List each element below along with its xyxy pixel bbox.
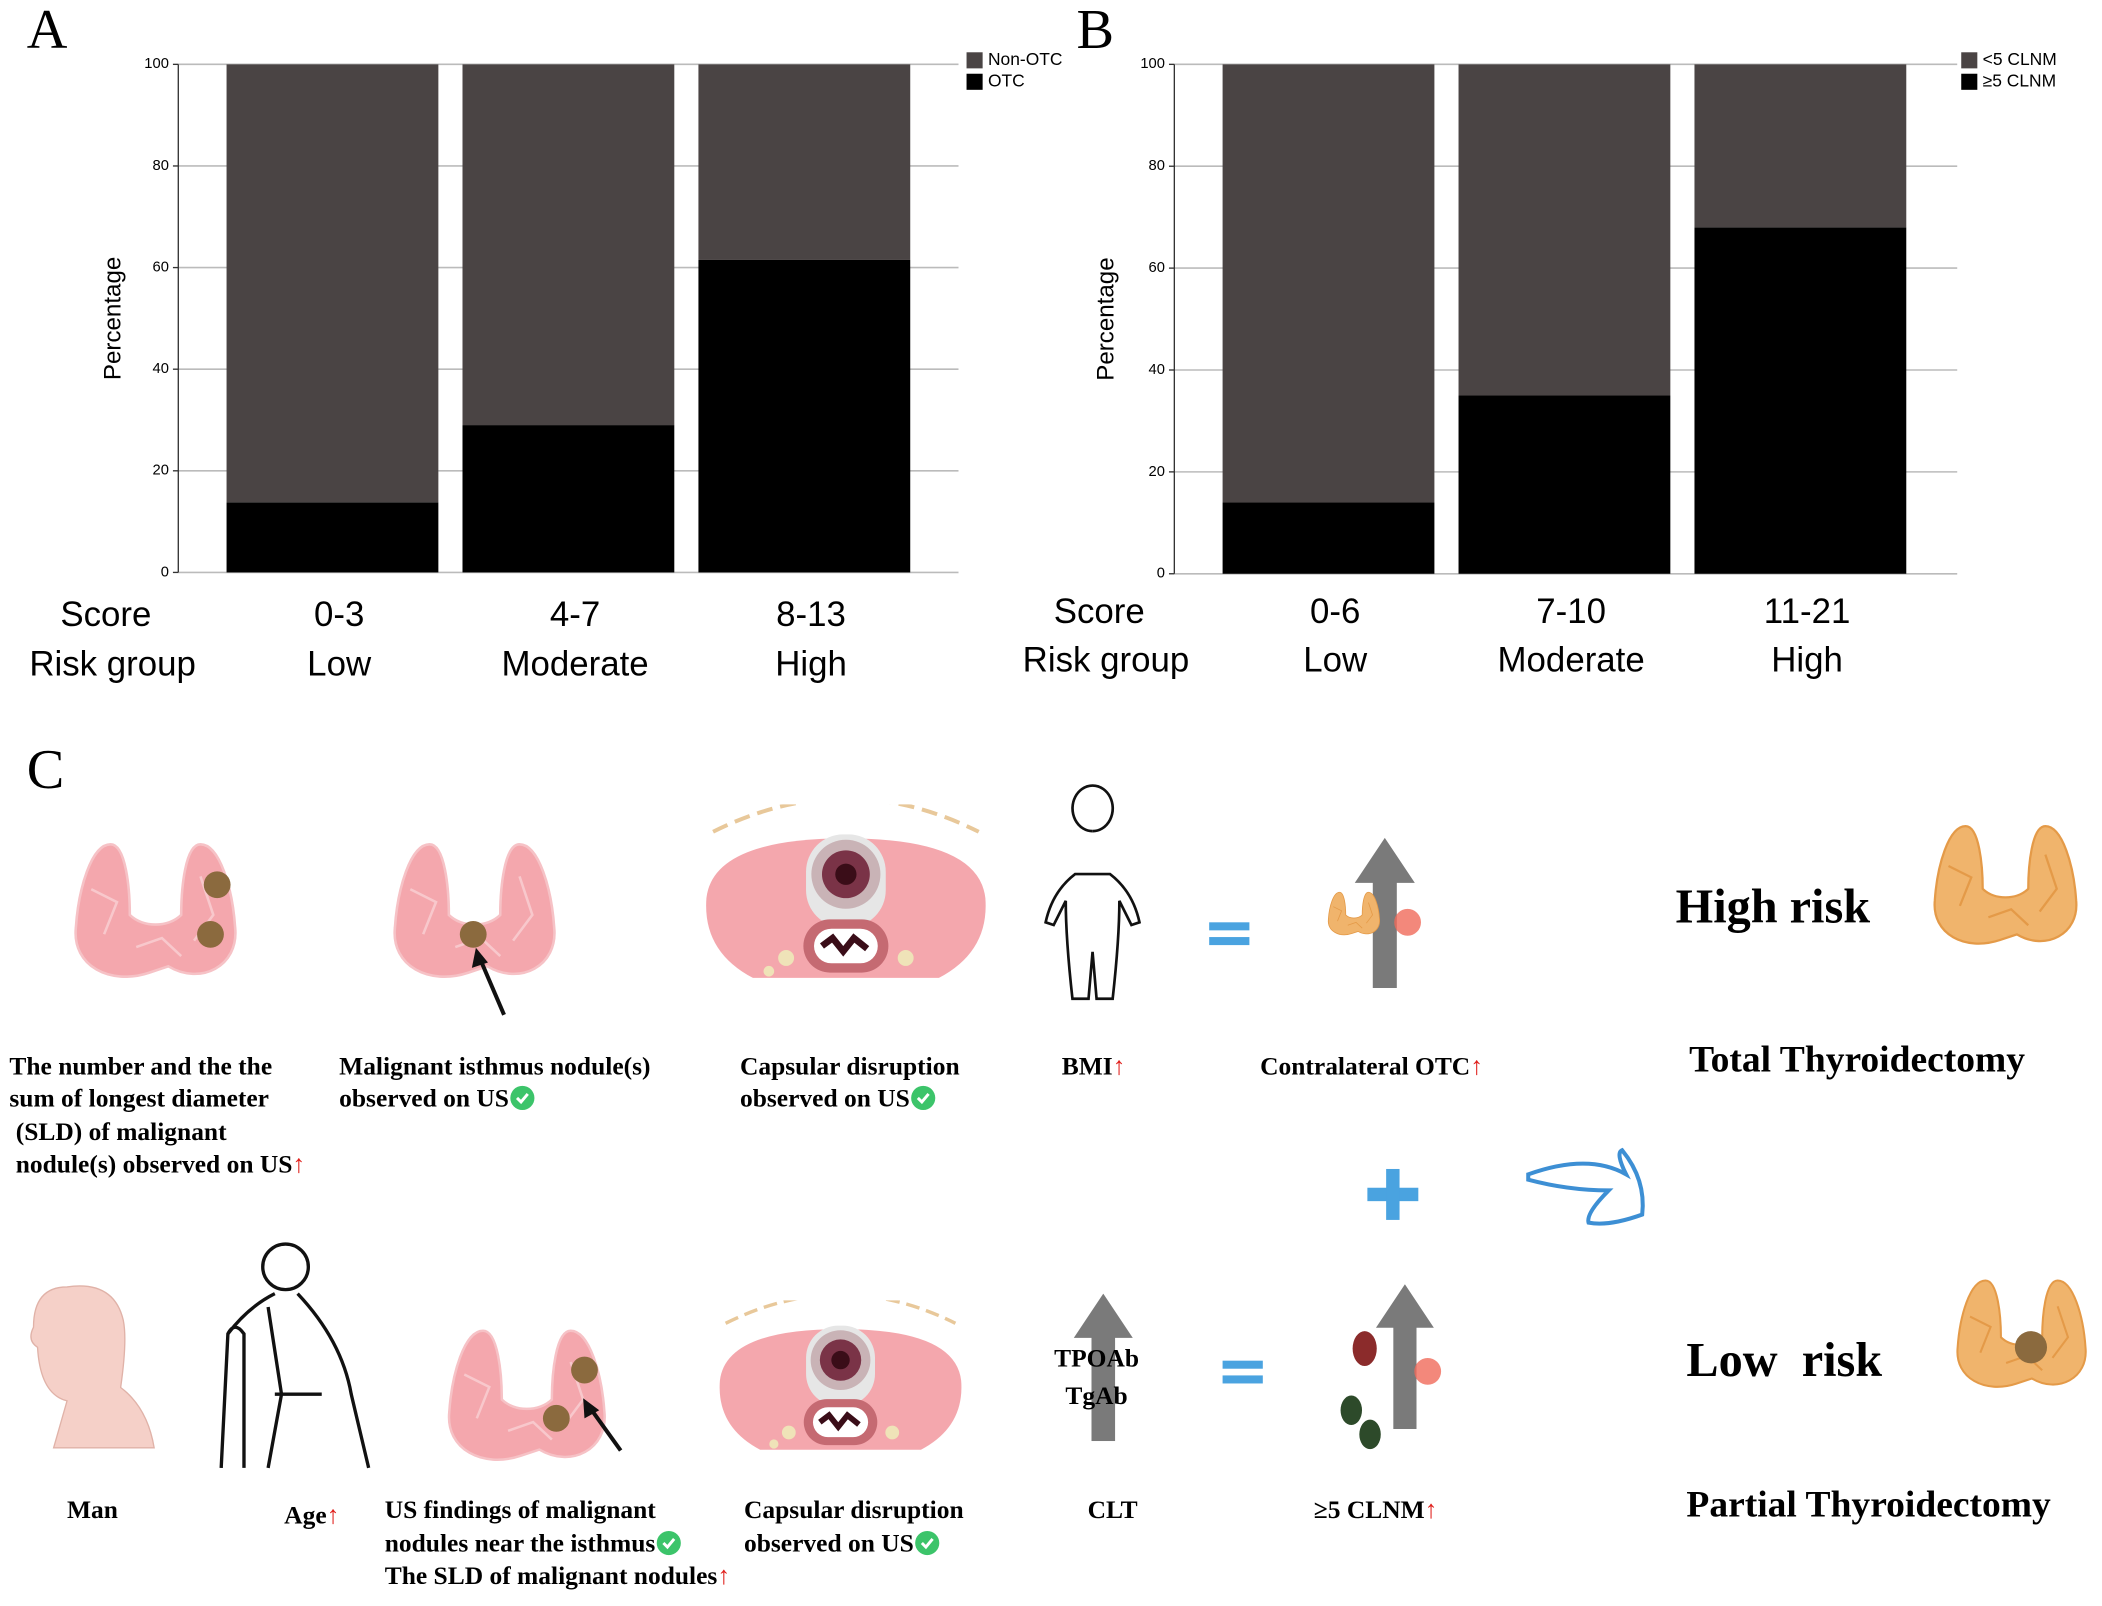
check-icon	[916, 1092, 930, 1105]
x-tick-label: 7-10	[1536, 592, 1606, 631]
y-tick-label: 20	[153, 463, 169, 479]
row-label: Risk group	[1023, 640, 1190, 679]
factor-text: The number and the the	[9, 1051, 272, 1080]
y-tick-label: 80	[1149, 158, 1165, 174]
y-tick-label: 80	[153, 158, 169, 174]
x-tick-label: 0-6	[1310, 592, 1360, 631]
panel-c-text: The number and the the sum of longest di…	[9, 881, 2051, 1590]
bar-segment	[462, 64, 675, 426]
bar-segment	[1222, 64, 1435, 503]
factor-text: CLT	[1088, 1495, 1138, 1524]
x-tick-label: 4-7	[550, 595, 600, 634]
arrow-text: TgAb	[1065, 1381, 1127, 1410]
risk-group-label: Low	[1303, 640, 1368, 679]
bar-segment	[1694, 64, 1907, 228]
factor-text: The SLD of malignant nodules↑	[385, 1561, 730, 1590]
risk-label: Low risk	[1686, 1334, 1882, 1387]
factor-text: Man	[67, 1495, 118, 1524]
legend-swatch	[1961, 73, 1978, 90]
x-tick-label: 0-3	[314, 595, 364, 634]
risk-group-label: High	[1771, 640, 1843, 679]
legend-swatch	[966, 73, 983, 90]
legend-label: OTC	[988, 70, 1025, 90]
factor-text: observed on US	[740, 1083, 910, 1112]
legend-swatch	[966, 52, 983, 69]
y-tick-label: 100	[144, 56, 169, 72]
treatment: Total Thyroidectomy	[1689, 1040, 2025, 1081]
charts: 0 20 40 60 80 100 Percentage 0-3 Low 4-7 Moderate 8…	[29, 49, 2056, 684]
factor-text: Capsular disruption	[744, 1495, 964, 1524]
x-tick-label: 11-21	[1764, 592, 1851, 631]
check-icon	[656, 1530, 681, 1556]
bar-segment	[462, 425, 675, 573]
bar-segment	[1458, 64, 1671, 396]
y-tick-label: 0	[161, 564, 169, 580]
check-icon	[920, 1538, 934, 1550]
treatment: Partial Thyroidectomy	[1686, 1485, 2051, 1526]
legend-label: <5 CLNM	[1983, 49, 2057, 69]
risk-group-label: High	[775, 644, 847, 683]
bar-segment	[226, 64, 439, 503]
risk-group-label: Moderate	[501, 644, 648, 683]
panel-label: A	[27, 0, 68, 61]
legend-label: ≥5 CLNM	[1983, 70, 2056, 90]
y-tick-label: 60	[1149, 260, 1165, 276]
factor-text: ≥5 CLNM↑	[1314, 1495, 1438, 1524]
bar-segment	[1458, 395, 1671, 574]
factor-text: sum of longest diameter	[9, 1083, 269, 1112]
row-label: Risk group	[29, 644, 196, 683]
factor-text: BMI↑	[1062, 1051, 1126, 1080]
check-icon	[515, 1092, 529, 1105]
bar-segment	[226, 502, 439, 573]
panel-label: B	[1076, 0, 1114, 61]
bar-segment	[1222, 502, 1435, 574]
risk-label: High risk	[1676, 881, 1871, 934]
factor-text: observed on US	[744, 1529, 914, 1558]
arrow-text: TPOAb	[1054, 1344, 1139, 1373]
y-tick-label: 100	[1140, 56, 1165, 72]
factor-text: Capsular disruption	[740, 1051, 960, 1080]
y-axis-label: Percentage	[1093, 257, 1120, 380]
risk-group-label: Low	[307, 644, 372, 683]
row-label: Score	[1054, 592, 1145, 631]
check-icon	[915, 1530, 940, 1556]
risk-group-label: Moderate	[1498, 640, 1645, 679]
factor-text: US findings of malignant	[385, 1495, 657, 1524]
x-tick-label: 8-13	[776, 595, 846, 634]
factor-text: (SLD) of malignant	[9, 1117, 227, 1146]
y-tick-label: 20	[1149, 464, 1165, 480]
check-icon	[911, 1085, 936, 1111]
row-label: Score	[60, 595, 151, 634]
bar-segment	[698, 64, 911, 260]
y-tick-label: 0	[1157, 566, 1165, 582]
factor-text: nodule(s) observed on US↑	[9, 1149, 305, 1178]
check-icon	[510, 1085, 535, 1111]
illustrations	[30, 784, 2088, 1469]
bar-segment	[1694, 227, 1907, 574]
y-tick-label: 40	[153, 361, 169, 377]
factor-text: Age↑	[284, 1500, 339, 1529]
panel-label: C	[27, 739, 65, 801]
y-axis-label: Percentage	[99, 257, 126, 380]
factor-text: nodules near the isthmus	[385, 1529, 656, 1558]
check-icon	[662, 1538, 676, 1550]
y-tick-label: 60	[153, 259, 169, 275]
legend-label: Non-OTC	[988, 49, 1062, 69]
legend-swatch	[1961, 52, 1978, 69]
bar-segment	[698, 259, 911, 573]
factor-text: Contralateral OTC↑	[1260, 1051, 1483, 1080]
y-tick-label: 40	[1149, 362, 1165, 378]
factor-text: observed on US	[339, 1083, 509, 1112]
factor-text: Malignant isthmus nodule(s)	[339, 1051, 650, 1080]
